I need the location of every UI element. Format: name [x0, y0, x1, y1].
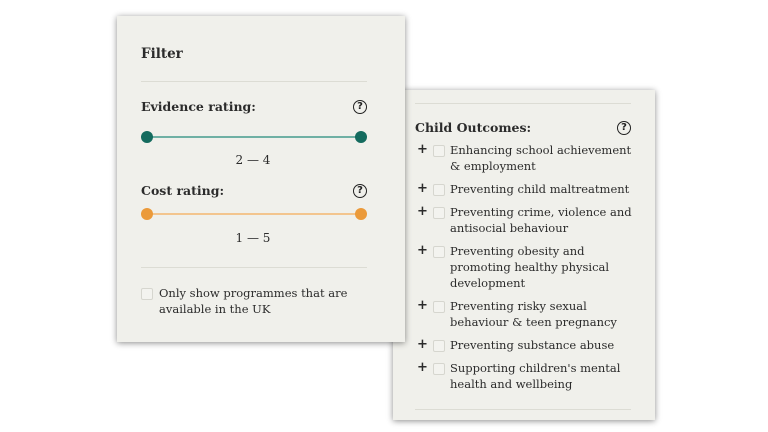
outcome-checkbox[interactable] — [433, 207, 445, 219]
outcome-label[interactable]: Preventing risky sexual behaviour & teen … — [450, 298, 617, 330]
uk-only-checkbox[interactable] — [141, 288, 153, 300]
expand-plus-icon[interactable]: + — [417, 142, 428, 157]
outcome-label-line: development — [450, 276, 526, 290]
evidence-rating-label: Evidence rating: — [141, 99, 256, 114]
outcome-item[interactable]: + Preventing child maltreatment — [393, 181, 655, 197]
uk-only-label[interactable]: Only show programmes that are available … — [159, 285, 347, 317]
child-outcomes-label: Child Outcomes: — [415, 120, 532, 135]
outcome-checkbox[interactable] — [433, 184, 445, 196]
outcome-checkbox[interactable] — [433, 301, 445, 313]
expand-plus-icon[interactable]: + — [417, 337, 428, 352]
outcome-item[interactable]: + Enhancing school achievement & employmen… — [393, 142, 655, 174]
evidence-range-value: 2 — 4 — [235, 153, 271, 167]
outcome-label-line: Preventing substance abuse — [450, 338, 615, 352]
outcome-label-line: Enhancing school achievement — [450, 143, 632, 157]
outcome-label-line: Supporting children's mental — [450, 361, 621, 375]
outcome-label[interactable]: Enhancing school achievement & employment — [450, 142, 631, 174]
expand-plus-icon[interactable]: + — [417, 298, 428, 313]
outcome-label[interactable]: Preventing obesity and promoting healthy … — [450, 243, 609, 291]
outcome-label-line: behaviour & teen pregnancy — [450, 315, 617, 329]
outcome-label-line: & employment — [450, 159, 536, 173]
uk-only-label-line: available in the UK — [159, 302, 271, 316]
expand-plus-icon[interactable]: + — [417, 360, 428, 375]
evidence-help-icon[interactable]: ? — [353, 100, 367, 114]
help-icon[interactable]: ? — [617, 121, 631, 135]
outcome-label[interactable]: Preventing substance abuse — [450, 337, 614, 353]
outcome-label-line: Preventing crime, violence and — [450, 205, 632, 219]
expand-plus-icon[interactable]: + — [417, 243, 428, 258]
outcome-checkbox[interactable] — [433, 340, 445, 352]
evidence-slider-track[interactable] — [147, 136, 361, 138]
cost-rating-label: Cost rating: — [141, 183, 225, 198]
outcome-label[interactable]: Preventing child maltreatment — [450, 181, 629, 197]
outcome-item[interactable]: + Preventing crime, violence and antisocia… — [393, 204, 655, 236]
divider — [141, 267, 367, 268]
outcome-label-line: Preventing obesity and — [450, 244, 585, 258]
outcome-item[interactable]: + Preventing substance abuse — [393, 337, 655, 353]
divider — [141, 81, 367, 82]
outcome-item[interactable]: + Preventing risky sexual behaviour & teen… — [393, 298, 655, 330]
cost-slider-track[interactable] — [147, 213, 361, 215]
evidence-slider-max-handle[interactable] — [355, 131, 367, 143]
divider — [415, 409, 631, 410]
outcome-label-line: antisocial behaviour — [450, 221, 569, 235]
expand-plus-icon[interactable]: + — [417, 181, 428, 196]
outcome-label-line: health and wellbeing — [450, 377, 573, 391]
outcome-label-line: promoting healthy physical — [450, 260, 610, 274]
child-outcomes-panel: Child Outcomes: ? + Enhancing school achi… — [393, 90, 655, 420]
outcome-label-line: Preventing child maltreatment — [450, 182, 630, 196]
cost-range-value: 1 — 5 — [235, 231, 271, 245]
evidence-slider-min-handle[interactable] — [141, 131, 153, 143]
outcome-item[interactable]: + Preventing obesity and promoting healthy… — [393, 243, 655, 291]
uk-only-label-line: Only show programmes that are — [159, 286, 348, 300]
cost-slider-min-handle[interactable] — [141, 208, 153, 220]
outcome-item[interactable]: + Supporting children's mental health and … — [393, 360, 655, 392]
outcome-label-line: Preventing risky sexual — [450, 299, 587, 313]
cost-help-icon[interactable]: ? — [353, 184, 367, 198]
outcome-label[interactable]: Preventing crime, violence and antisocial… — [450, 204, 632, 236]
filter-title: Filter — [141, 46, 183, 62]
cost-slider-max-handle[interactable] — [355, 208, 367, 220]
outcome-checkbox[interactable] — [433, 363, 445, 375]
divider — [415, 103, 631, 104]
outcome-checkbox[interactable] — [433, 246, 445, 258]
outcome-label[interactable]: Supporting children's mental health and w… — [450, 360, 620, 392]
filter-panel: Filter Evidence rating: ? 2 — 4 Cost rat… — [117, 16, 405, 342]
expand-plus-icon[interactable]: + — [417, 204, 428, 219]
outcome-checkbox[interactable] — [433, 145, 445, 157]
